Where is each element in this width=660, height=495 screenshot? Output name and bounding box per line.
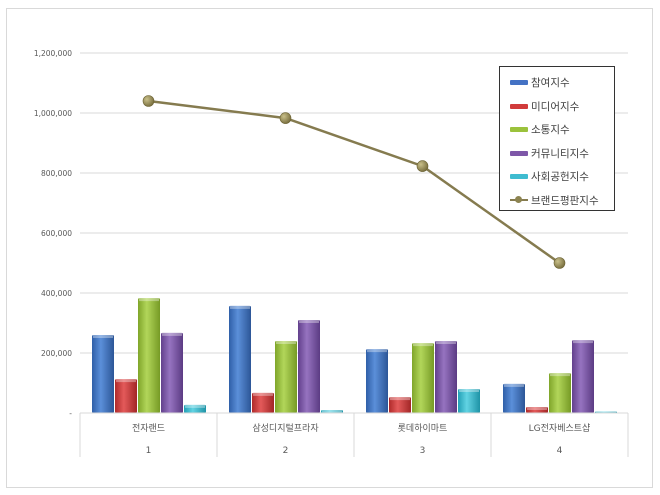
legend-swatch-blue xyxy=(510,80,528,86)
bar-highlight xyxy=(390,397,410,401)
bar-highlight xyxy=(139,298,159,302)
bar-highlight xyxy=(596,411,616,413)
y-tick-label: 1,000,000 xyxy=(34,109,72,118)
category-rank: 1 xyxy=(146,446,152,456)
line-series-brand-reputation xyxy=(142,95,566,269)
bar xyxy=(526,407,548,413)
bar xyxy=(412,343,434,413)
legend-line-marker-icon xyxy=(510,196,528,204)
bar xyxy=(92,335,114,413)
line-marker xyxy=(279,112,292,124)
bar-highlight xyxy=(185,404,205,408)
bar xyxy=(229,305,251,413)
legend-item-social-contribution: 사회공헌지수 xyxy=(510,165,614,189)
bar xyxy=(275,341,297,413)
bar xyxy=(252,392,274,413)
bar xyxy=(366,349,388,413)
bar-highlight xyxy=(573,340,593,344)
y-axis: - 200,000 400,000 600,000 800,000 1,000,000 1,… xyxy=(34,49,72,418)
bar-highlight xyxy=(93,335,113,338)
bar-highlight xyxy=(162,332,182,336)
category-rank: 3 xyxy=(420,446,426,456)
line-marker xyxy=(416,160,429,172)
legend-swatch-cyan xyxy=(510,174,528,180)
legend: 참여지수 미디어지수 소통지수 커뮤니티지수 사회공헌지수 브랜드평판지수 xyxy=(499,66,615,211)
y-tick-label: 400,000 xyxy=(41,289,72,298)
bar-highlight xyxy=(367,349,387,353)
bar-highlight xyxy=(527,407,547,410)
line-marker xyxy=(142,95,155,107)
bar-highlight xyxy=(230,305,250,309)
bar-series xyxy=(92,298,617,413)
y-tick-label: 600,000 xyxy=(41,229,72,238)
bar xyxy=(503,383,525,413)
legend-item-communication: 소통지수 xyxy=(510,118,614,142)
trend-line xyxy=(148,99,561,265)
bar xyxy=(115,379,137,413)
legend-swatch-green xyxy=(510,127,528,133)
bar xyxy=(321,410,343,413)
bar-highlight xyxy=(436,341,456,344)
bar-highlight xyxy=(459,389,479,392)
category-label: LG전자베스트샵 xyxy=(529,423,591,434)
y-tick-label: 800,000 xyxy=(41,169,72,178)
bar xyxy=(389,397,411,413)
bar xyxy=(298,320,320,413)
bar xyxy=(161,332,183,413)
legend-swatch-red xyxy=(510,103,528,109)
y-tick-label: 200,000 xyxy=(41,349,72,358)
category-axis-table: 전자랜드 1 삼성디지털프라자 2 롯데하이마트 3 LG전자베스트샵 4 xyxy=(79,412,629,457)
bar xyxy=(572,340,594,413)
bar-highlight xyxy=(116,379,136,383)
bar xyxy=(138,298,160,413)
bar-highlight xyxy=(504,383,524,387)
legend-item-community: 커뮤니티지수 xyxy=(510,142,614,166)
bar xyxy=(435,341,457,413)
bar-highlight xyxy=(550,373,570,377)
category-label: 롯데하이마트 xyxy=(398,423,448,434)
legend-swatch-purple xyxy=(510,150,528,156)
y-tick-label: 1,200,000 xyxy=(34,49,72,58)
legend-item-participation: 참여지수 xyxy=(510,71,614,95)
category-rank: 2 xyxy=(283,446,289,456)
y-tick-label: - xyxy=(69,409,72,418)
legend-item-brand-reputation: 브랜드평판지수 xyxy=(510,189,614,213)
category-rank: 4 xyxy=(557,446,563,456)
bar-highlight xyxy=(276,341,296,344)
legend-item-media: 미디어지수 xyxy=(510,95,614,119)
category-label: 전자랜드 xyxy=(132,423,165,434)
bar xyxy=(458,389,480,413)
category-label: 삼성디지털프라자 xyxy=(252,422,319,434)
line-marker xyxy=(553,257,566,269)
bar-highlight xyxy=(299,320,319,323)
bar-highlight xyxy=(322,410,342,413)
bar xyxy=(184,404,206,413)
bar-highlight xyxy=(413,343,433,347)
bar-highlight xyxy=(253,392,273,396)
bar xyxy=(549,373,571,413)
